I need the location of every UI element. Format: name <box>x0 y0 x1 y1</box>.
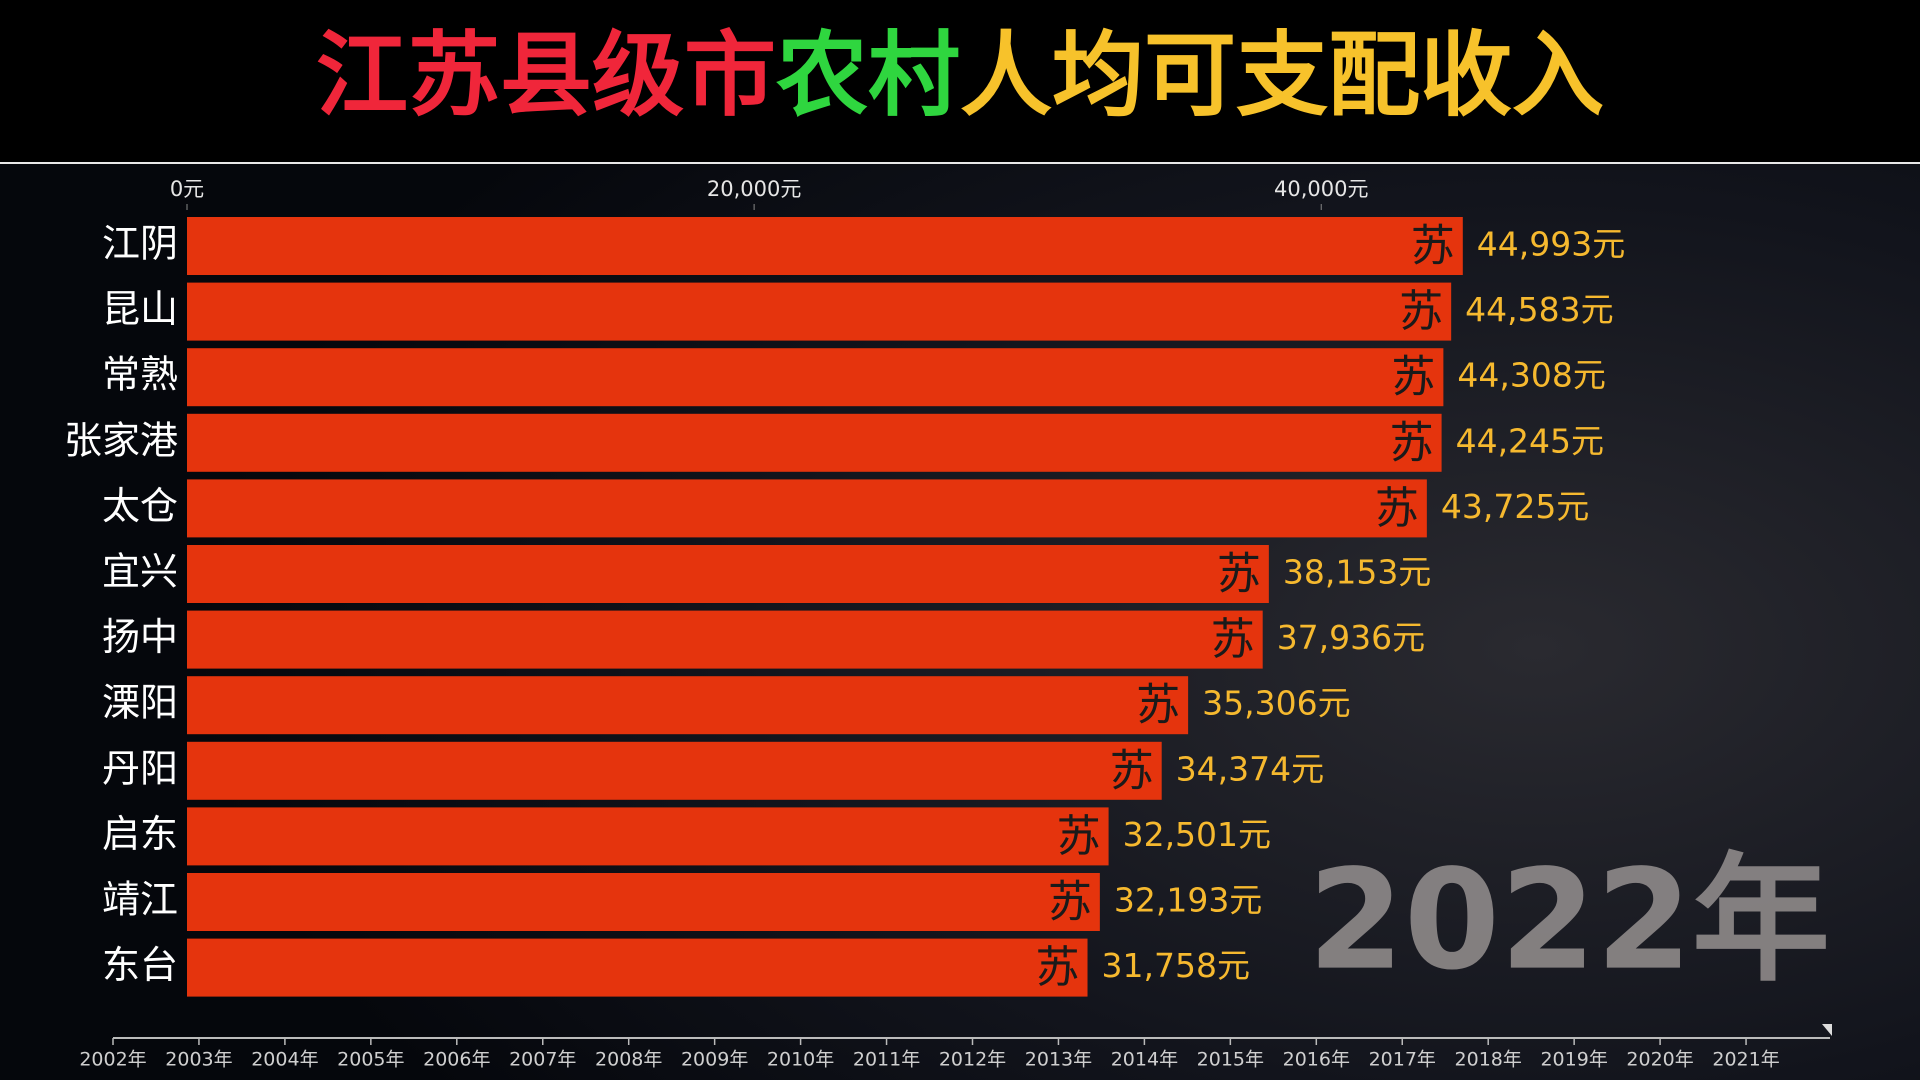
value-label: 44,993元 <box>1477 225 1625 264</box>
timeline-label: 2016年 <box>1283 1049 1350 1071</box>
value-label: 44,583元 <box>1465 290 1613 329</box>
x-tick-label: 20,000元 <box>707 177 801 201</box>
title-part: 江苏县级市 <box>316 22 776 129</box>
timeline-label: 2004年 <box>251 1049 318 1071</box>
x-tick-label: 0元 <box>170 177 204 201</box>
bar-icon: 苏 <box>1411 221 1455 272</box>
category-label: 扬中 <box>102 615 178 659</box>
bar-icon: 苏 <box>1110 745 1154 796</box>
category-label: 常熟 <box>102 353 178 397</box>
bar-icon: 苏 <box>1057 811 1101 862</box>
bar <box>187 610 1263 669</box>
category-label: 江阴 <box>102 222 178 266</box>
bar-icon: 苏 <box>1399 286 1443 337</box>
bar-icon: 苏 <box>1217 549 1261 600</box>
value-label: 32,193元 <box>1114 881 1262 920</box>
bar-icon: 苏 <box>1136 680 1180 731</box>
timeline-label: 2021年 <box>1712 1049 1779 1071</box>
timeline-label: 2010年 <box>767 1049 834 1071</box>
timeline-label: 2003年 <box>165 1049 232 1071</box>
value-label: 32,501元 <box>1123 815 1271 854</box>
timeline-label: 2014年 <box>1111 1049 1178 1071</box>
category-label: 昆山 <box>102 287 178 331</box>
timeline-label: 2011年 <box>853 1049 920 1071</box>
value-label: 34,374元 <box>1176 749 1324 788</box>
value-label: 44,245元 <box>1456 421 1604 460</box>
x-tick-label: 40,000元 <box>1274 177 1368 201</box>
year-label: 2022年 <box>1308 840 1830 1001</box>
bar <box>187 741 1162 800</box>
category-label: 东台 <box>102 943 178 987</box>
title-part: 农村 <box>776 22 960 129</box>
bar-icon: 苏 <box>1036 942 1080 993</box>
timeline-label: 2015年 <box>1197 1049 1264 1071</box>
category-label: 张家港 <box>64 418 178 462</box>
value-label: 31,758元 <box>1102 946 1250 985</box>
timeline-label: 2019年 <box>1540 1049 1607 1071</box>
timeline-label: 2008年 <box>595 1049 662 1071</box>
value-label: 37,936元 <box>1277 618 1425 657</box>
timeline-label: 2017年 <box>1369 1049 1436 1071</box>
value-label: 44,308元 <box>1457 356 1605 395</box>
title-band <box>0 0 1920 162</box>
category-label: 宜兴 <box>102 550 178 594</box>
bar-icon: 苏 <box>1390 417 1434 468</box>
category-label: 丹阳 <box>102 746 178 790</box>
bar-icon: 苏 <box>1391 352 1435 403</box>
category-label: 太仓 <box>102 484 178 528</box>
value-label: 38,153元 <box>1283 553 1431 592</box>
bar-icon: 苏 <box>1375 483 1419 534</box>
bar <box>187 545 1269 603</box>
bar <box>187 873 1100 931</box>
bar <box>187 217 1463 275</box>
bar <box>187 413 1442 472</box>
value-label: 43,725元 <box>1441 487 1589 526</box>
timeline-label: 2006年 <box>423 1049 490 1071</box>
title-part: 人均可支配收入 <box>960 22 1604 129</box>
bar <box>187 676 1189 735</box>
value-label: 35,306元 <box>1202 684 1350 723</box>
timeline-label: 2002年 <box>79 1049 146 1071</box>
chart-title: 江苏县级市农村人均可支配收入 <box>316 22 1604 129</box>
timeline-handle <box>1822 1024 1832 1036</box>
timeline-label: 2018年 <box>1455 1049 1522 1071</box>
category-label: 靖江 <box>102 878 178 922</box>
bar <box>187 938 1088 997</box>
timeline-label: 2013年 <box>1025 1049 1092 1071</box>
bar <box>187 282 1452 341</box>
bar-icon: 苏 <box>1211 614 1255 665</box>
timeline-label: 2007年 <box>509 1049 576 1071</box>
category-label: 溧阳 <box>102 681 178 725</box>
bar <box>187 348 1444 407</box>
timeline-label: 2012年 <box>939 1049 1006 1071</box>
category-label: 启东 <box>102 812 178 856</box>
bar <box>187 807 1109 866</box>
timeline-label: 2020年 <box>1626 1049 1693 1071</box>
timeline-label: 2009年 <box>681 1049 748 1071</box>
bar-icon: 苏 <box>1048 877 1092 928</box>
bar <box>187 479 1427 538</box>
timeline-label: 2005年 <box>337 1049 404 1071</box>
